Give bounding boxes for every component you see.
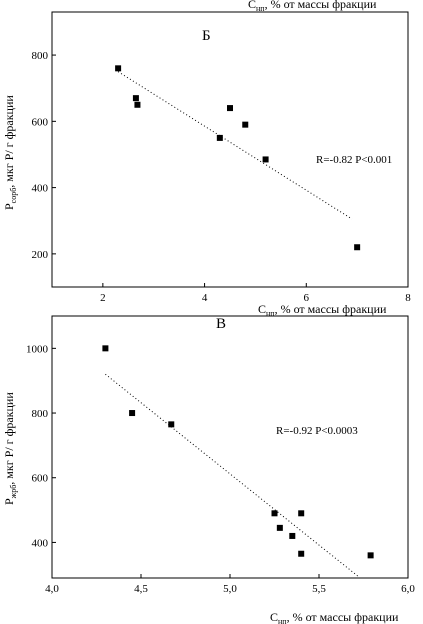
data-point [115,65,122,72]
y-tick-label: 400 [32,537,49,549]
y-tick-label: 800 [32,408,49,420]
trend-line [117,71,353,220]
x-tick-label: 8 [405,292,411,304]
y-tick-label: 600 [32,473,49,485]
data-point [132,95,139,102]
panel-letter: В [216,316,226,332]
data-point [289,532,296,539]
x-axis-label: Cнп, % от массы фракции [270,610,399,624]
data-point [242,121,249,128]
x-tick-label: 4 [202,292,208,304]
y-tick-label: 1000 [26,343,49,355]
data-point [276,524,283,531]
x-tick-label: 6,0 [401,583,415,595]
data-point [216,134,223,141]
data-point [227,105,233,112]
panel-letter: Б [202,28,211,44]
data-point [298,510,305,517]
correlation-annotation: R=-0.82 P<0.001 [316,154,392,166]
trend-line [105,373,359,577]
x-tick-label: 4,5 [134,583,148,595]
top-cropped-axis-label-text: Cнп, % от массы фракции [248,0,377,13]
y-tick-label: 200 [32,249,49,261]
y-tick-label: 600 [32,116,49,128]
correlation-annotation: R=-0.92 P<0.0003 [276,425,358,437]
data-point [354,244,361,251]
data-point [262,156,269,163]
chart-panel-v: В R=-0.92 P<0.0003 4,0 4,5 5,0 5,5 6,0 400 600… [2,315,415,624]
data-point [271,510,278,517]
y-axis-label: Pжрб, мкг P/ г фракции [2,392,18,505]
x-tick-label: 6 [304,292,310,304]
plot-frame [51,11,409,288]
data-point [134,101,141,108]
data-point [367,552,374,559]
y-tick-label: 400 [32,183,49,195]
chart-panel-b: Б R=-0.82 P<0.001 2 4 6 8 200 400 600 800 Cнп, %… [2,11,411,318]
x-tick-label: 5,5 [312,583,326,595]
y-tick-label: 800 [32,50,49,62]
data-point [102,345,109,352]
data-point [129,410,136,417]
x-tick-label: 2 [100,292,106,304]
plot-frame [51,315,409,579]
x-tick-label: 4,0 [45,583,59,595]
x-axis-label: Cнп, % от массы фракции [258,302,387,318]
data-point [298,550,305,557]
x-tick-label: 5,0 [223,583,237,595]
y-axis-label: Pсорб, мкг P/ г фракции [2,95,18,210]
data-point [168,421,175,428]
